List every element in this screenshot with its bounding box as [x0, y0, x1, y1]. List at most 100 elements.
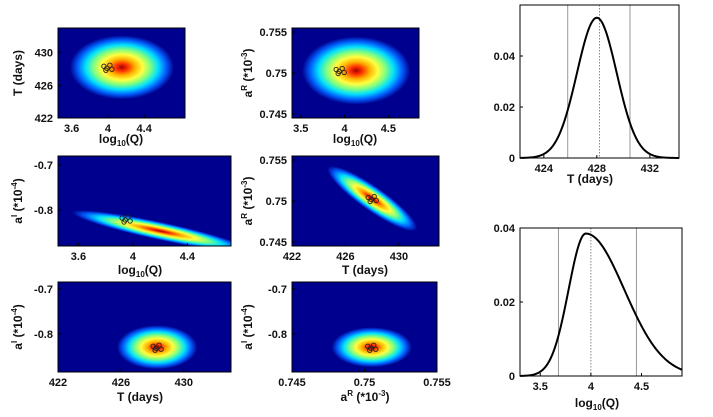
x-axis-label: log10(Q) — [99, 132, 143, 148]
density-curve — [519, 16, 679, 159]
sample-marker — [335, 70, 341, 77]
y-axis-label: aI (*10-4) — [10, 178, 25, 223]
x-tick-label: 3.6 — [71, 251, 86, 263]
density-blob — [331, 327, 412, 368]
heatmap-density — [117, 325, 198, 370]
sample-marker — [152, 347, 158, 353]
plot-frame — [519, 4, 680, 159]
sample-marker — [371, 342, 377, 348]
panel-ar-vs-logq: 3.5 4 4.5 0.745 0.75 0.755 log10(Q) aR (*10-3… — [240, 27, 420, 148]
sample-marker — [371, 193, 377, 200]
heatmap-density — [69, 35, 174, 100]
x-tick-label: 3.5 — [293, 123, 308, 135]
x-axis-label: T (days) — [342, 263, 388, 277]
heatmap-density — [327, 166, 417, 232]
y-tick-label: -0.7 — [268, 284, 287, 296]
x-tick-label: 3.6 — [64, 123, 79, 135]
y-tick-label: 0.75 — [266, 68, 287, 80]
x-tick-label: 428 — [588, 163, 606, 175]
density-blob — [69, 35, 174, 100]
density-blob — [117, 325, 198, 370]
x-tick-label: 4.5 — [634, 381, 649, 393]
y-tick-label: 0.04 — [494, 51, 516, 63]
y-tick-label: -0.8 — [268, 329, 287, 341]
y-tick-label: -0.7 — [34, 160, 53, 172]
sample-marker — [156, 342, 162, 348]
y-tick-label: 0.755 — [259, 155, 287, 167]
y-tick-label: -0.8 — [34, 205, 53, 217]
x-tick-label: 4.4 — [137, 123, 153, 135]
y-tick-label: 426 — [35, 80, 53, 92]
heatmap-density — [331, 327, 412, 368]
y-tick-label: 0.02 — [494, 297, 515, 309]
x-tick-label: 4 — [130, 251, 137, 263]
sample-marker — [367, 198, 373, 205]
plot-frame — [57, 27, 186, 119]
y-tick-label: 0 — [509, 153, 515, 165]
panel-logq-marginal: 3.5 4 4.5 0 0.02 0.04 log10(Q) — [494, 223, 683, 412]
density-blob — [327, 166, 417, 232]
heatmap-density — [302, 36, 411, 105]
y-axis-label: aI (*10-4) — [10, 304, 25, 349]
x-tick-label: 432 — [641, 163, 659, 175]
y-tick-label: 0.745 — [259, 237, 287, 249]
x-axis-label: T (days) — [117, 390, 163, 404]
panel-ar-vs-t: 422 426 430 0.745 0.75 0.755 T (days) aR (*10… — [240, 155, 440, 277]
x-tick-label: 4 — [341, 123, 348, 135]
x-axis-label: T (days) — [567, 172, 613, 186]
sample-marker — [373, 197, 379, 204]
x-axis-label: aR (*10-3) — [341, 389, 390, 404]
y-tick-label: 0.02 — [494, 102, 515, 114]
y-tick-label: 0.745 — [259, 109, 287, 121]
x-axis-label: log10(Q) — [118, 263, 162, 279]
x-tick-label: 430 — [390, 251, 408, 263]
sample-marker — [109, 66, 115, 72]
x-tick-label: 0.745 — [278, 377, 306, 389]
x-tick-label: 0.75 — [354, 377, 375, 389]
x-tick-label: 4.5 — [381, 123, 396, 135]
x-tick-label: 4.4 — [180, 251, 196, 263]
y-tick-label: 0.755 — [259, 27, 287, 39]
x-tick-label: 422 — [283, 251, 301, 263]
x-tick-label: 0.755 — [423, 377, 451, 389]
panel-ai-vs-t: 422 426 430 -0.8 -0.7 T (days) aI (*10-4) — [10, 281, 232, 404]
sample-marker — [373, 346, 379, 352]
y-axis-label: aI (*10-4) — [240, 304, 255, 349]
x-tick-label: 3.5 — [533, 381, 548, 393]
y-tick-label: 0.04 — [494, 223, 516, 235]
panel-t-marginal: 424 428 432 0 0.02 0.04 T (days) — [494, 4, 680, 186]
panel-t-vs-logq: 3.6 4 4.4 422 426 430 log10(Q) T (days) — [11, 27, 186, 148]
x-tick-label: 426 — [336, 251, 354, 263]
panel-ai-vs-ar: 0.745 0.75 0.755 -0.8 -0.7 aR (*10-3) aI (*1… — [240, 281, 451, 404]
x-tick-label: 422 — [49, 377, 67, 389]
sample-marker — [103, 67, 109, 73]
heatmap-density — [72, 210, 231, 246]
y-tick-label: 422 — [35, 113, 53, 125]
density-blob — [72, 210, 231, 246]
plot-background — [520, 228, 682, 376]
sample-marker — [339, 65, 345, 72]
y-tick-label: 430 — [35, 48, 53, 60]
y-tick-label: 0 — [509, 371, 515, 383]
x-axis-label: log10(Q) — [333, 132, 377, 148]
sample-marker — [158, 346, 164, 352]
x-tick-label: 4 — [105, 123, 112, 135]
panel-ai-vs-logq: 3.6 4 4.4 -0.8 -0.7 log10(Q) aI (*10-4) — [10, 155, 232, 279]
y-axis-label: T (days) — [11, 50, 25, 96]
density-blob — [302, 36, 411, 105]
y-axis-label: aR (*10-3) — [240, 49, 255, 98]
x-tick-label: 430 — [175, 377, 193, 389]
x-tick-label: 426 — [112, 377, 130, 389]
plot-frame — [57, 281, 232, 373]
y-tick-label: -0.8 — [34, 329, 53, 341]
sample-marker — [127, 218, 133, 224]
y-tick-label: 0.75 — [266, 196, 287, 208]
density-curve — [519, 232, 683, 377]
sample-marker — [341, 69, 347, 76]
x-tick-label: 4 — [588, 381, 595, 393]
x-axis-label: log10(Q) — [575, 396, 619, 412]
y-tick-label: -0.7 — [34, 284, 53, 296]
sample-marker — [107, 62, 113, 68]
plot-frame — [57, 155, 232, 247]
